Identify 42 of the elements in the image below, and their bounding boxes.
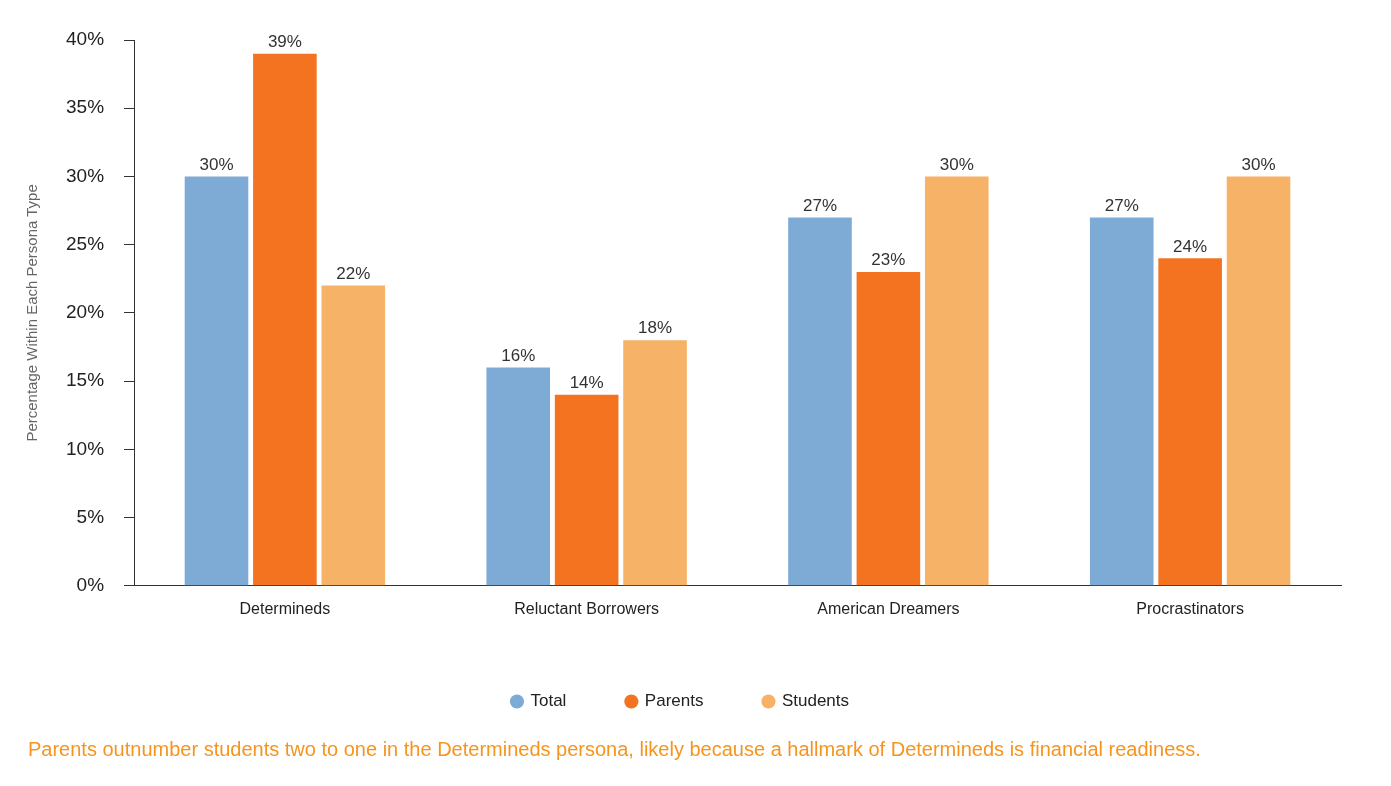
bar <box>1226 176 1291 586</box>
data-label: 27% <box>1104 195 1139 215</box>
bar <box>623 340 687 586</box>
y-tick-label: 10% <box>66 437 105 459</box>
data-label: 23% <box>871 250 906 270</box>
x-tick-label: American Dreamers <box>817 599 960 617</box>
bar <box>788 217 852 586</box>
data-label: 30% <box>939 154 974 174</box>
y-tick-label: 35% <box>66 96 105 118</box>
data-label: 18% <box>638 318 673 338</box>
y-tick-label: 0% <box>76 574 105 596</box>
y-axis-title: Percentage Within Each Persona Type <box>23 184 41 442</box>
bar <box>1158 258 1222 586</box>
data-label: 30% <box>1241 154 1276 174</box>
bar <box>486 367 551 586</box>
y-tick-label: 15% <box>66 369 105 391</box>
text: Parents outnumber students two to one in the Determineds persona, likely because a hallmark of Determineds is financial readiness. <box>28 738 1201 761</box>
x-tick-label: Determineds <box>239 599 331 617</box>
data-label: 24% <box>1173 236 1208 256</box>
data-label: 22% <box>336 263 371 283</box>
data-label: 30% <box>199 154 234 174</box>
legend-label: Students <box>781 691 850 711</box>
bar <box>924 176 989 586</box>
bar <box>1089 217 1154 586</box>
legend-label: Parents <box>644 691 704 711</box>
legend-label: Total <box>530 691 567 711</box>
x-tick-label: Procrastinators <box>1136 599 1244 617</box>
data-label: 27% <box>802 195 838 215</box>
bar <box>253 53 317 586</box>
y-tick-label: 40% <box>66 28 105 50</box>
data-label: 14% <box>569 372 604 392</box>
bar <box>856 271 921 586</box>
y-tick-label: 20% <box>66 301 105 323</box>
bar <box>321 285 386 586</box>
data-label: 39% <box>267 31 302 51</box>
y-tick-label: 25% <box>66 232 105 254</box>
bar <box>554 394 619 586</box>
y-tick-label: 30% <box>66 164 105 186</box>
x-tick-label: Reluctant Borrowers <box>514 599 660 617</box>
bar <box>184 176 249 586</box>
y-tick-label: 5% <box>76 505 105 527</box>
data-label: 16% <box>501 345 536 365</box>
